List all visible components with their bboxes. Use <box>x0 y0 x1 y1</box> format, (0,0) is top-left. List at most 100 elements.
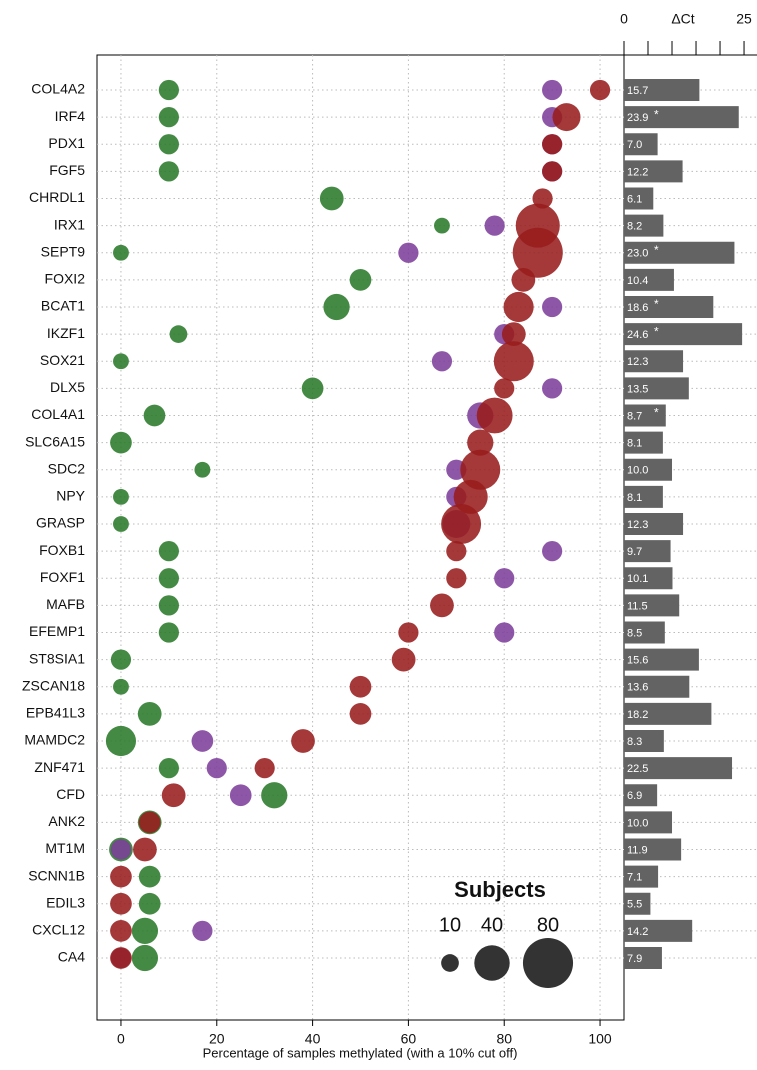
bar-value-label: 11.5 <box>627 600 648 612</box>
bar-value-label: 10.4 <box>627 275 648 287</box>
bubble <box>542 134 563 155</box>
bubble <box>460 449 501 490</box>
y-tick-label: IRX1 <box>54 216 85 232</box>
y-tick-label: COL4A1 <box>31 406 85 422</box>
bar-value-label: 12.2 <box>627 166 648 178</box>
y-tick-label: GRASP <box>36 515 85 531</box>
y-tick-label: EFEMP1 <box>29 623 85 639</box>
bar-value-label: 15.6 <box>627 655 648 667</box>
bar <box>624 540 671 563</box>
bubble <box>493 341 534 382</box>
bubble <box>476 397 513 434</box>
bar <box>624 404 666 427</box>
bar <box>624 675 690 698</box>
y-tick-label: NPY <box>56 488 85 504</box>
bar-value-label: 13.5 <box>627 383 648 395</box>
bar <box>624 919 693 942</box>
size-legend-label: 80 <box>537 914 559 936</box>
bar-value-label: 8.2 <box>627 221 642 233</box>
y-tick-label: SEPT9 <box>41 243 86 259</box>
bubble <box>532 188 553 209</box>
bar <box>624 784 658 807</box>
bubble <box>206 758 227 779</box>
bar <box>624 648 699 671</box>
size-legend-label: 10 <box>439 914 461 936</box>
bar-value-label: 8.7 <box>627 410 642 422</box>
x-tick-label: 20 <box>209 1031 225 1047</box>
y-tick-label: FOXB1 <box>39 542 85 558</box>
bar-star: * <box>654 243 659 257</box>
bar-value-label: 9.7 <box>627 546 642 558</box>
bubble <box>158 134 179 155</box>
bubble <box>113 678 129 695</box>
bubble <box>398 622 419 643</box>
bubble <box>110 892 132 915</box>
bubble <box>430 593 454 618</box>
bubble <box>441 504 482 544</box>
bubble <box>161 783 186 808</box>
bubble <box>158 107 179 128</box>
bar <box>624 377 689 400</box>
bar-value-label: 23.9 <box>627 112 648 124</box>
y-tick-label: CFD <box>56 786 85 802</box>
y-tick-label: EPB41L3 <box>26 705 85 721</box>
bubble <box>542 378 563 399</box>
y-tick-label: EDIL3 <box>46 894 85 910</box>
bubble <box>291 729 315 753</box>
size-legend-title: Subjects <box>454 877 546 902</box>
bar <box>624 187 654 210</box>
bar-value-label: 8.3 <box>627 736 642 748</box>
x-tick-label: 100 <box>588 1031 612 1047</box>
bar <box>624 241 735 264</box>
y-tick-label: ST8SIA1 <box>29 650 85 666</box>
y-tick-label: SLC6A15 <box>25 433 85 449</box>
y-tick-label: CHRDL1 <box>29 189 85 205</box>
bar-value-label: 8.1 <box>627 492 642 504</box>
bubble <box>143 404 166 427</box>
bubble <box>503 291 534 323</box>
x-tick-label: 80 <box>496 1031 512 1047</box>
bubble <box>349 269 372 291</box>
y-tick-label: MT1M <box>45 840 85 856</box>
bubble <box>552 103 581 132</box>
bar <box>624 268 674 291</box>
bar-value-label: 18.6 <box>627 302 648 314</box>
bar <box>624 838 682 861</box>
bubble <box>542 79 563 101</box>
bar-value-label: 24.6 <box>627 329 648 341</box>
bar-value-label: 10.0 <box>627 817 648 829</box>
y-tick-label: DLX5 <box>50 379 85 395</box>
bubble <box>110 431 132 454</box>
bubble <box>194 461 211 478</box>
y-tick-label: IKZF1 <box>47 325 85 341</box>
bubble <box>105 725 137 757</box>
y-tick-label: FOXF1 <box>40 569 85 585</box>
bubble <box>192 920 213 941</box>
bar <box>624 892 651 915</box>
bar-value-label: 11.9 <box>627 844 648 856</box>
size-legend-marker <box>441 954 459 972</box>
bubble <box>494 622 515 643</box>
bar <box>624 621 665 644</box>
bubble <box>113 488 129 505</box>
bubble <box>110 947 132 969</box>
bubble <box>398 242 419 263</box>
bar-x-tick-label: 25 <box>736 11 752 27</box>
bubble <box>158 541 179 562</box>
bubble <box>431 351 453 372</box>
y-tick-label: MAFB <box>46 596 85 612</box>
bar-value-label: 7.1 <box>627 872 642 884</box>
bubble <box>113 516 129 532</box>
bar-value-label: 22.5 <box>627 763 648 775</box>
bar <box>624 485 663 508</box>
bubble <box>131 944 159 972</box>
bar-star: * <box>654 324 659 338</box>
bar <box>624 133 658 156</box>
bubble <box>446 541 467 562</box>
bubble <box>110 649 132 670</box>
bar <box>624 702 712 725</box>
bubble <box>467 429 494 456</box>
size-legend-marker <box>522 937 574 989</box>
bar <box>624 323 743 346</box>
